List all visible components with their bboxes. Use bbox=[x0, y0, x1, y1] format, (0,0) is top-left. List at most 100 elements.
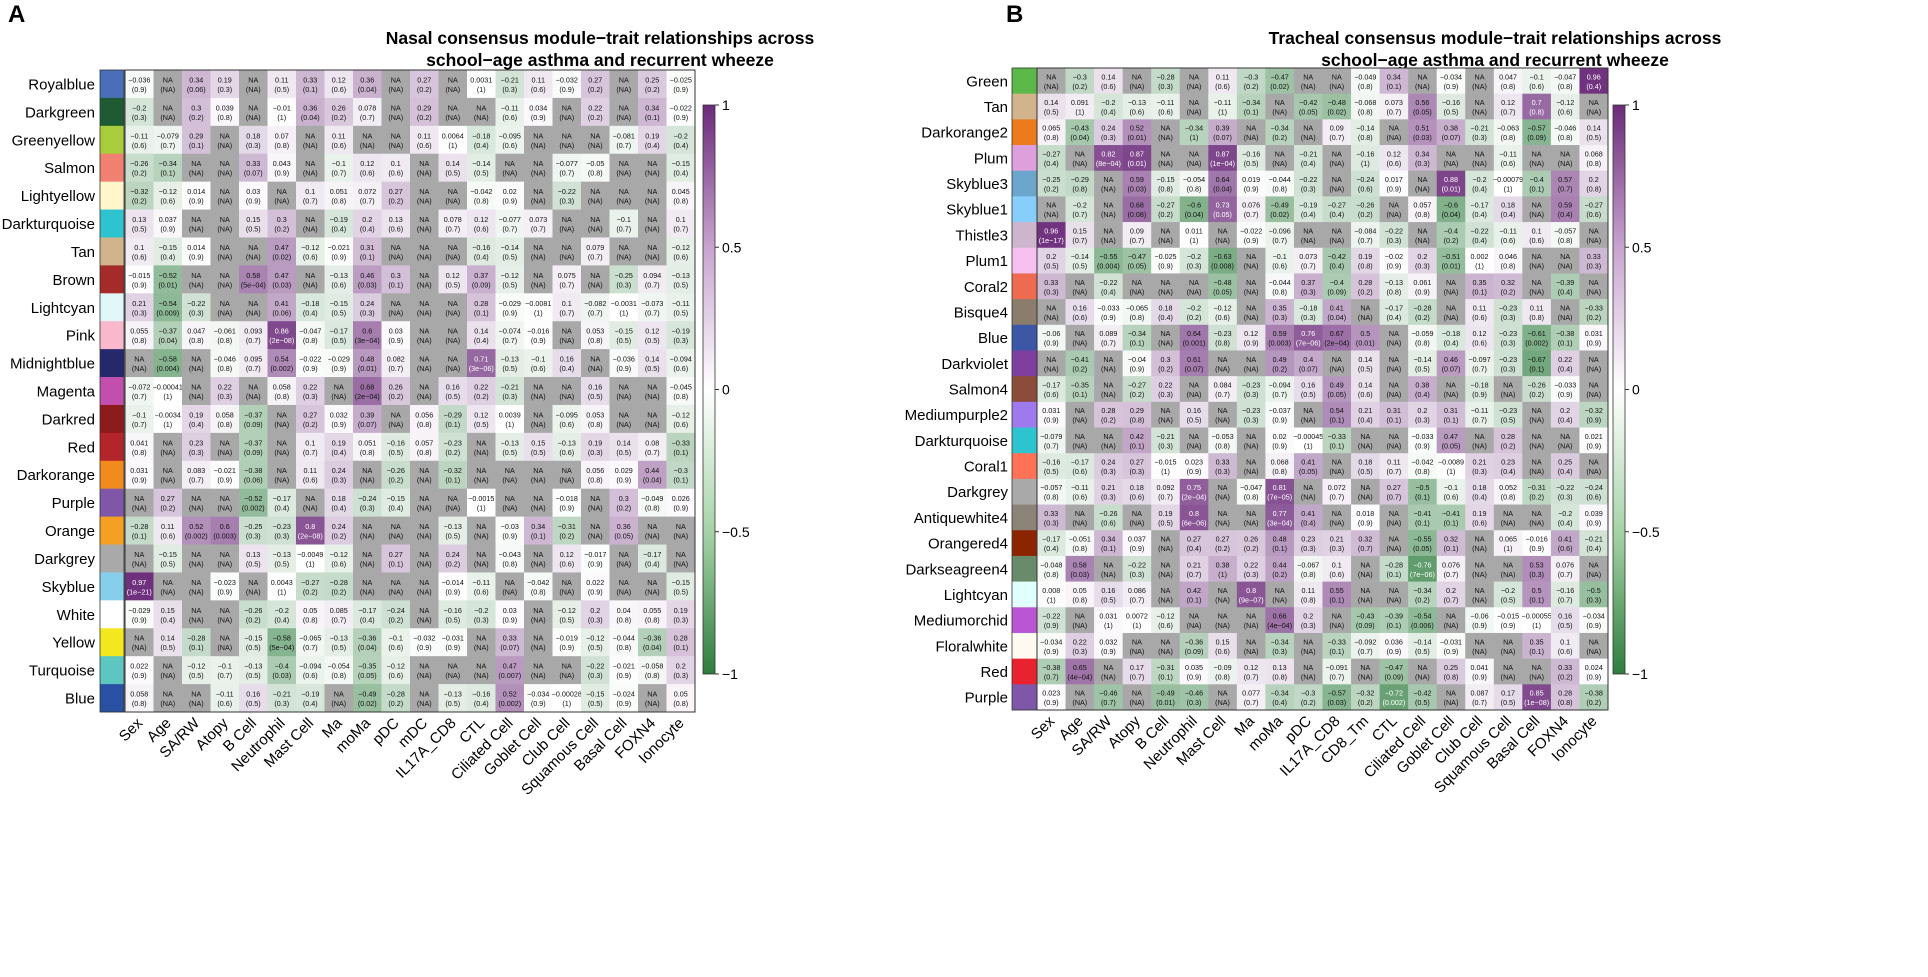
cell-pvalue: (0.8) bbox=[588, 169, 603, 178]
heatmap-cell bbox=[324, 349, 354, 378]
cell-pvalue: (NA) bbox=[559, 252, 574, 261]
heatmap-cell bbox=[210, 153, 240, 182]
cell-pvalue: (0.4) bbox=[673, 141, 688, 150]
cell-pvalue: (0.01) bbox=[1128, 159, 1147, 168]
cell-correlation: NA bbox=[1246, 637, 1256, 646]
cell-correlation: −0.26 bbox=[244, 606, 262, 615]
cell-pvalue: (0.6) bbox=[1501, 236, 1516, 245]
row-label-skyblue3: Skyblue3 bbox=[946, 176, 1008, 193]
cell-correlation: −0.23 bbox=[444, 438, 462, 447]
row-label-brown: Brown bbox=[52, 272, 95, 289]
cell-pvalue: (0.6) bbox=[1472, 313, 1487, 322]
heatmap-cell bbox=[609, 97, 639, 127]
heatmap-cell bbox=[324, 153, 354, 182]
cell-pvalue: (NA) bbox=[1158, 159, 1173, 168]
heatmap-cell bbox=[666, 432, 696, 462]
row-label-tan: Tan bbox=[71, 244, 95, 261]
cell-correlation: NA bbox=[533, 131, 543, 140]
cell-correlation: NA bbox=[1246, 355, 1256, 364]
cell-pvalue: (0.3) bbox=[1158, 82, 1173, 91]
cell-correlation: 0.48 bbox=[1273, 535, 1287, 544]
cell-correlation: 0.27 bbox=[1187, 535, 1201, 544]
cell-correlation: NA bbox=[191, 355, 201, 364]
cell-correlation: NA bbox=[1218, 406, 1228, 415]
cell-correlation: −0.046 bbox=[1554, 124, 1576, 133]
heatmap-cell bbox=[524, 97, 553, 127]
module-swatch-darkturquoise bbox=[100, 209, 124, 238]
chart-title: school−age asthma and recurrent wheeze bbox=[426, 50, 774, 70]
cell-pvalue: (0.7) bbox=[645, 448, 660, 457]
cell-pvalue: (0.5) bbox=[1301, 390, 1316, 399]
cell-pvalue: (0.9) bbox=[1586, 621, 1601, 630]
heatmap-cell bbox=[666, 349, 696, 378]
cell-pvalue: (0.8) bbox=[217, 420, 232, 429]
cell-correlation: NA bbox=[1332, 612, 1342, 621]
row-label-salmon: Salmon bbox=[44, 160, 95, 177]
cell-pvalue: (0.4) bbox=[1472, 210, 1487, 219]
heatmap-cell bbox=[410, 70, 439, 99]
heatmap-cell bbox=[609, 265, 639, 294]
cell-correlation: 0.26 bbox=[332, 103, 346, 112]
cell-pvalue: (0.4) bbox=[331, 225, 346, 234]
cell-correlation: NA bbox=[220, 494, 230, 503]
cell-pvalue: (0.8) bbox=[1044, 133, 1059, 142]
cell-correlation: −0.22 bbox=[1556, 483, 1574, 492]
heatmap-cell bbox=[609, 321, 639, 350]
heatmap-cell bbox=[524, 293, 553, 322]
cell-pvalue: (NA) bbox=[1101, 672, 1116, 681]
cell-correlation: −0.43 bbox=[1356, 612, 1374, 621]
cell-correlation: 0.29 bbox=[189, 131, 203, 140]
heatmap-cell bbox=[467, 209, 496, 238]
cell-pvalue: (0.06) bbox=[272, 308, 291, 317]
cell-correlation: 0.64 bbox=[1216, 175, 1230, 184]
cell-correlation: 0.25 bbox=[645, 75, 659, 84]
cell-correlation: 0.0031 bbox=[470, 75, 492, 84]
cell-pvalue: (0.6) bbox=[1358, 390, 1373, 399]
cell-pvalue: (0.1) bbox=[1187, 595, 1202, 604]
cell-correlation: 0.03 bbox=[503, 606, 517, 615]
cell-pvalue: (0.3) bbox=[246, 141, 261, 150]
cell-correlation: −0.35 bbox=[1071, 381, 1089, 390]
cell-pvalue: (0.8) bbox=[1301, 570, 1316, 579]
module-swatch-royalblue bbox=[100, 70, 124, 99]
cell-pvalue: (NA) bbox=[1272, 159, 1287, 168]
heatmap-cell bbox=[353, 153, 382, 182]
cell-correlation: 0.12 bbox=[474, 215, 488, 224]
cell-correlation: NA bbox=[362, 578, 372, 587]
cell-correlation: −0.28 bbox=[387, 690, 405, 699]
cell-correlation: NA bbox=[1132, 509, 1142, 518]
cell-pvalue: (0.3) bbox=[588, 671, 603, 680]
heatmap-cell bbox=[410, 321, 439, 350]
cell-correlation: 0.8 bbox=[1246, 586, 1256, 595]
cell-pvalue: (0.4) bbox=[1558, 364, 1573, 373]
cell-correlation: NA bbox=[1332, 458, 1342, 467]
heatmap-cell bbox=[296, 544, 325, 573]
cell-correlation: −0.22 bbox=[558, 187, 576, 196]
heatmap-cell bbox=[239, 153, 268, 182]
cell-pvalue: (NA) bbox=[388, 420, 403, 429]
heatmap-cell bbox=[381, 153, 411, 182]
cell-pvalue: (0.5) bbox=[1501, 698, 1516, 707]
cell-correlation: 0.11 bbox=[1530, 303, 1543, 312]
cell-pvalue: (NA) bbox=[417, 225, 432, 234]
cell-pvalue: (0.9) bbox=[303, 364, 318, 373]
cell-pvalue: (NA) bbox=[1158, 287, 1173, 296]
cell-correlation: NA bbox=[1160, 149, 1170, 158]
cell-correlation: NA bbox=[362, 131, 372, 140]
cell-pvalue: (0.7) bbox=[1272, 236, 1287, 245]
cell-pvalue: (0.2) bbox=[1272, 570, 1287, 579]
cell-pvalue: (2e−08) bbox=[298, 532, 323, 541]
module-swatch-tan bbox=[100, 237, 124, 266]
cell-pvalue: (0.8) bbox=[303, 336, 318, 345]
cell-correlation: 0.76 bbox=[1301, 329, 1315, 338]
cell-pvalue: (0.3) bbox=[1187, 698, 1202, 707]
cell-pvalue: (0.9) bbox=[331, 364, 346, 373]
cell-correlation: NA bbox=[277, 466, 287, 475]
cell-pvalue: (NA) bbox=[588, 225, 603, 234]
row-label-yellow: Yellow bbox=[52, 635, 95, 652]
heatmap-cell bbox=[267, 516, 297, 545]
color-legend: 10.50−0.5−1 bbox=[1612, 97, 1660, 682]
cell-correlation: NA bbox=[362, 550, 372, 559]
heatmap-cell bbox=[609, 70, 639, 99]
cell-pvalue: (0.2) bbox=[1529, 493, 1544, 502]
